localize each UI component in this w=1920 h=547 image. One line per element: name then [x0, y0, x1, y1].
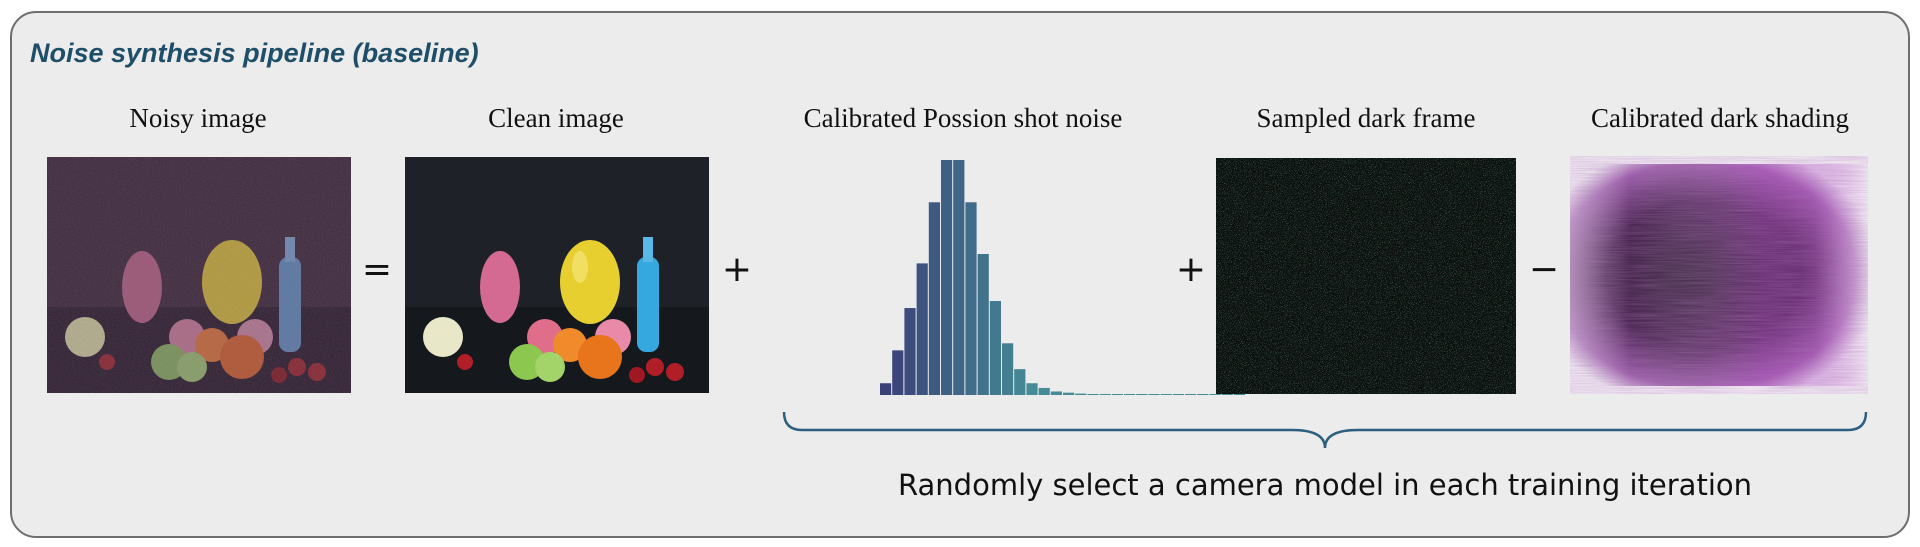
noisy-image	[47, 157, 351, 393]
histogram-bar	[1172, 394, 1184, 395]
noisy-image-label: Noisy image	[129, 103, 267, 133]
histogram-bar	[1050, 391, 1062, 395]
histogram-bar	[965, 202, 977, 395]
plus-sign-1: +	[721, 249, 753, 290]
histogram-bar	[1221, 394, 1233, 395]
plus-sign-2: +	[1175, 249, 1207, 290]
dark-frame-label: Sampled dark frame	[1256, 103, 1476, 133]
histogram-bar	[1209, 394, 1221, 395]
dark-shading-image	[1570, 156, 1868, 394]
histogram-bar	[892, 350, 904, 395]
histogram-bar	[1002, 343, 1014, 395]
histogram-bar	[1087, 394, 1099, 395]
histogram-bar	[953, 160, 965, 395]
histogram-bar	[1063, 392, 1075, 395]
dark-shading-label: Calibrated dark shading	[1591, 103, 1849, 133]
histogram-bar	[916, 263, 928, 395]
shot-noise-label: Calibrated Possion shot noise	[803, 103, 1123, 133]
histogram-bar	[941, 160, 953, 395]
histogram-bar	[1197, 394, 1209, 395]
histogram-bar	[928, 202, 940, 395]
histogram-bar	[989, 301, 1001, 395]
histogram-bar	[904, 308, 916, 395]
brace-caption: Randomly select a camera model in each t…	[898, 468, 1752, 502]
histogram-bar	[1026, 383, 1038, 395]
shot-noise-histogram	[880, 160, 1245, 395]
minus-sign: −	[1528, 249, 1560, 290]
histogram-bar	[1075, 393, 1087, 395]
panel-title: Noise synthesis pipeline (baseline)	[30, 38, 479, 68]
equals-sign: =	[361, 249, 393, 290]
histogram-bar	[880, 383, 892, 395]
histogram-bar	[1160, 394, 1172, 395]
histogram-bar	[1111, 394, 1123, 395]
clean-image-label: Clean image	[488, 103, 624, 133]
histogram-bar	[1014, 369, 1026, 395]
histogram-bar	[1099, 394, 1111, 395]
dark-frame-image	[1216, 158, 1516, 394]
histogram-bar	[1185, 394, 1197, 395]
histogram-bar	[1038, 387, 1050, 395]
histogram-bar	[1124, 394, 1136, 395]
histogram-bar	[1148, 394, 1160, 395]
histogram-bar	[977, 254, 989, 395]
clean-image	[405, 157, 709, 393]
camera-model-brace	[782, 411, 1868, 449]
histogram-bar	[1136, 394, 1148, 395]
histogram-bar	[1233, 394, 1245, 395]
